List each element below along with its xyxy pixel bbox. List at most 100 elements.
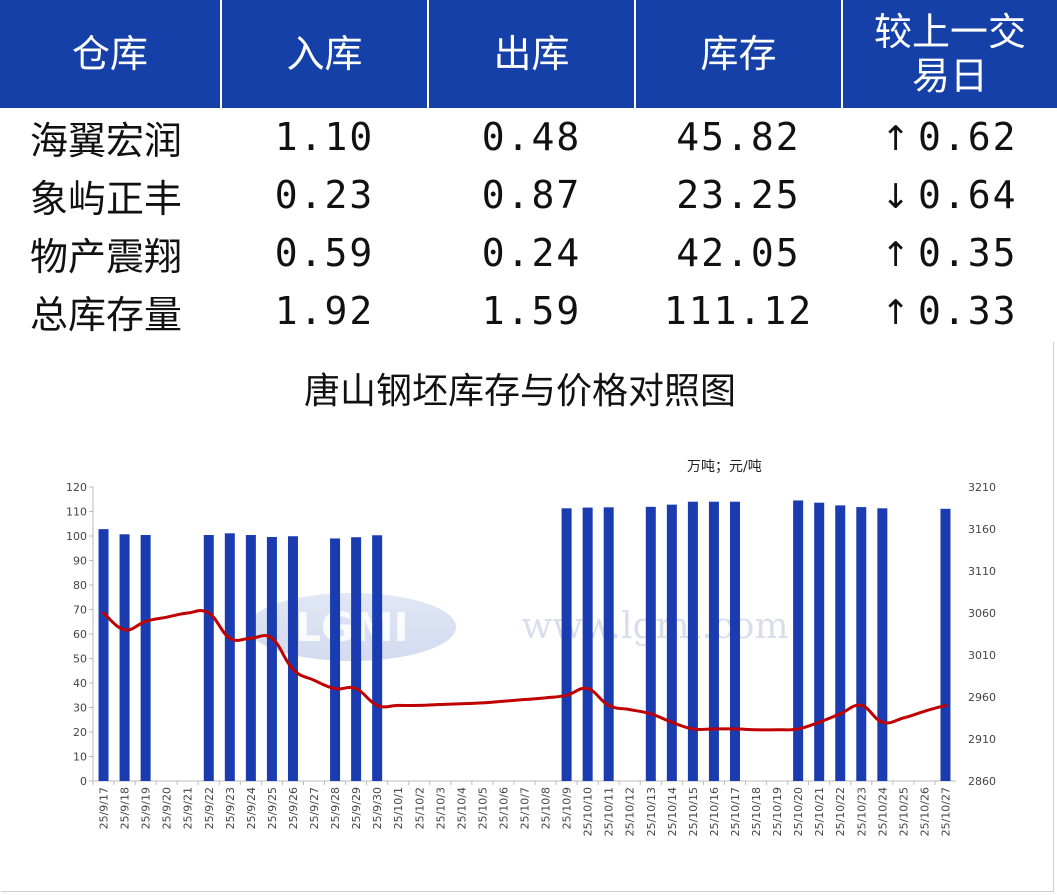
stock-cell: 111.12 [663, 289, 814, 333]
change-value: 0.62 [917, 115, 1018, 159]
header-outbound: 出库 [428, 0, 636, 108]
warehouse-name-cell: 海翼宏润 [30, 118, 183, 163]
inbound-cell: 1.92 [274, 289, 375, 333]
inventory-bar [708, 501, 719, 781]
y-left-tick-label: 110 [66, 506, 87, 519]
header-stock: 库存 [635, 0, 843, 108]
x-tick-label: 25/10/19 [771, 787, 784, 836]
inventory-bar [814, 502, 825, 781]
change-cell: ↑ 0.62 [842, 108, 1057, 166]
x-tick-label: 25/10/14 [666, 787, 679, 836]
y-left-tick-label: 50 [73, 653, 87, 666]
inventory-bar [666, 504, 677, 781]
y-left-tick-label: 70 [73, 604, 87, 617]
inventory-bar [351, 537, 362, 781]
inventory-bar [835, 505, 846, 781]
stock-cell: 42.05 [676, 231, 801, 275]
y-right-tick-label: 2910 [968, 733, 996, 746]
inventory-bar [729, 501, 740, 781]
x-tick-label: 25/10/22 [834, 787, 847, 836]
x-tick-label: 25/9/29 [350, 787, 363, 829]
y-right-tick-label: 2960 [968, 691, 996, 704]
x-tick-label: 25/9/25 [266, 787, 279, 829]
inventory-bar [793, 500, 804, 781]
price-line [102, 609, 947, 732]
inventory-bar [266, 536, 277, 781]
change-cell: ↑ 0.33 [842, 282, 1057, 340]
x-tick-label: 25/9/17 [98, 787, 111, 829]
change-value: 0.33 [917, 289, 1018, 333]
y-left-tick-label: 80 [73, 579, 87, 592]
y-left-tick-label: 90 [73, 555, 87, 568]
inventory-bar [856, 507, 867, 781]
inventory-bar [645, 506, 656, 781]
inventory-bar [561, 508, 572, 781]
x-tick-label: 25/10/10 [582, 787, 595, 836]
header-change: 较上一交 易日 [842, 0, 1057, 108]
table-row: 总库存量 1.92 1.59 111.12 ↑ 0.33 [0, 282, 1057, 340]
change-cell: ↓ 0.64 [842, 166, 1057, 224]
inventory-bar [287, 536, 298, 781]
header-change-line2: 易日 [911, 54, 988, 98]
inventory-bar [940, 508, 951, 781]
x-tick-label: 25/10/11 [603, 787, 616, 836]
x-tick-label: 25/9/30 [371, 787, 384, 829]
y-right-tick-label: 3110 [968, 565, 996, 578]
x-tick-label: 25/9/26 [287, 787, 300, 829]
x-tick-label: 25/10/25 [897, 787, 910, 836]
header-change-line1: 较上一交 [873, 10, 1026, 54]
x-tick-label: 25/9/21 [182, 787, 195, 829]
warehouse-name-cell: 象屿正丰 [30, 176, 183, 221]
inventory-bar [140, 535, 151, 781]
x-tick-label: 25/10/23 [855, 787, 868, 836]
change-value: 0.35 [917, 231, 1018, 275]
arrow-up-icon: ↑ [881, 119, 912, 159]
x-tick-label: 25/10/24 [876, 787, 889, 836]
y-left-tick-label: 120 [66, 481, 87, 494]
x-tick-label: 25/10/7 [519, 787, 532, 829]
x-tick-label: 25/9/20 [161, 787, 174, 829]
inbound-cell: 1.10 [274, 115, 375, 159]
outbound-cell: 0.24 [481, 231, 582, 275]
arrow-up-icon: ↑ [881, 235, 912, 275]
table-row: 物产震翔 0.59 0.24 42.05 ↑ 0.35 [0, 224, 1057, 282]
x-tick-label: 25/10/4 [455, 787, 468, 829]
warehouse-name-cell: 物产震翔 [30, 234, 183, 279]
inventory-bar [98, 529, 109, 781]
inventory-table: 仓库 入库 出库 库存 较上一交 易日 海翼宏润 1.10 0.48 45.82 ↑ 0.… [0, 0, 1057, 340]
y-right-tick-label: 2860 [968, 775, 996, 788]
x-tick-label: 25/10/1 [392, 787, 405, 829]
x-tick-label: 25/10/6 [497, 787, 510, 829]
x-tick-label: 25/10/27 [939, 787, 952, 836]
x-tick-label: 25/9/23 [224, 787, 237, 829]
y-left-tick-label: 100 [66, 530, 87, 543]
inventory-bar [687, 501, 698, 781]
inventory-bar [330, 538, 341, 781]
x-tick-label: 25/9/19 [140, 787, 153, 829]
inventory-bar [119, 534, 130, 781]
table-header-row: 仓库 入库 出库 库存 较上一交 易日 [0, 0, 1057, 108]
y-right-tick-label: 3160 [968, 523, 996, 536]
x-tick-label: 25/10/17 [729, 787, 742, 836]
inbound-cell: 0.59 [274, 231, 375, 275]
inventory-bar [372, 535, 383, 781]
chart-title: 唐山钢坯库存与价格对照图 [303, 371, 736, 412]
x-tick-label: 25/10/2 [413, 787, 426, 829]
x-tick-label: 25/10/20 [792, 787, 805, 836]
y-left-tick-label: 30 [73, 702, 87, 715]
stock-cell: 45.82 [676, 115, 801, 159]
unit-label: 万吨；元/吨 [687, 459, 762, 475]
change-cell: ↑ 0.35 [842, 224, 1057, 282]
x-tick-label: 25/9/27 [308, 787, 321, 829]
x-tick-label: 25/10/21 [813, 787, 826, 836]
x-tick-label: 25/10/18 [750, 787, 763, 836]
x-tick-label: 25/9/22 [203, 787, 216, 829]
arrow-up-icon: ↑ [881, 293, 912, 333]
chart-frame [1, 342, 1054, 892]
x-tick-label: 25/10/3 [434, 787, 447, 829]
y-left-tick-label: 20 [73, 726, 87, 739]
inventory-bar [877, 508, 888, 781]
table-row: 海翼宏润 1.10 0.48 45.82 ↑ 0.62 [0, 108, 1057, 166]
outbound-cell: 0.48 [481, 115, 582, 159]
